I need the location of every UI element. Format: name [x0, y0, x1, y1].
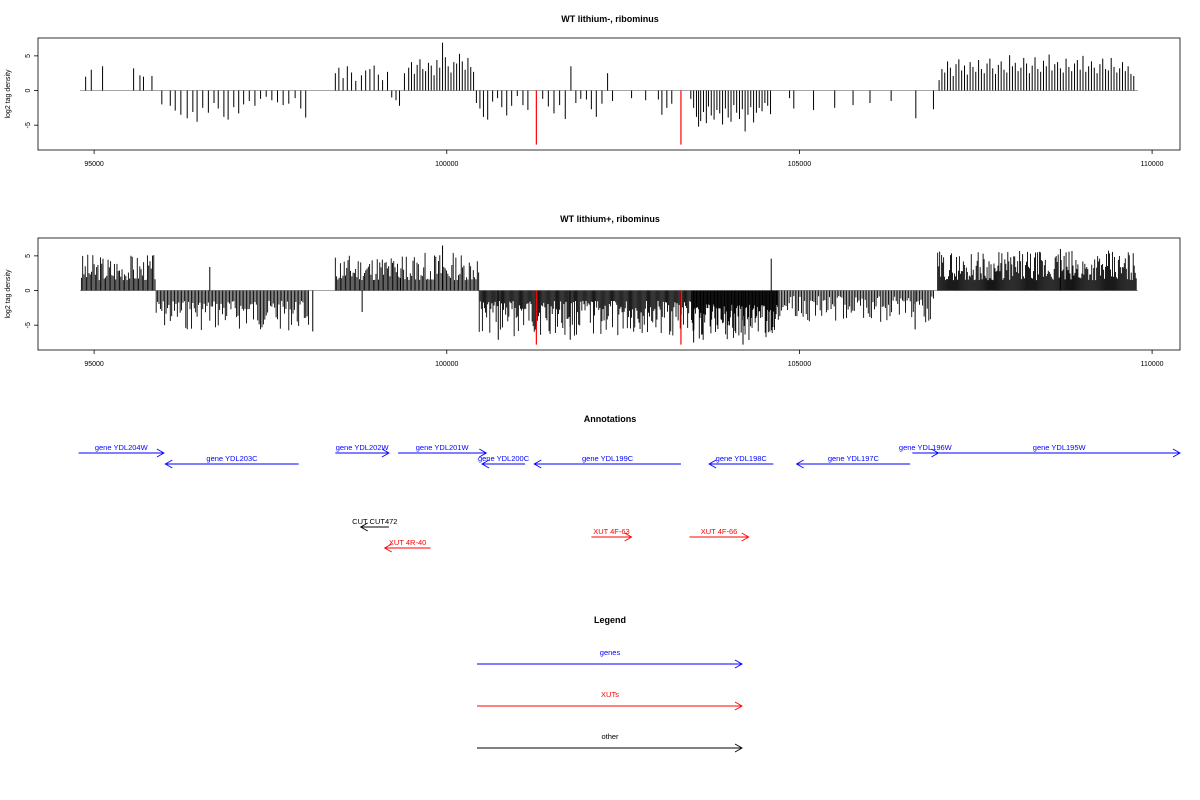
- annotation-feature: XUT 4F-66: [689, 527, 750, 542]
- annotation-feature: gene YDL196W: [899, 443, 953, 458]
- y-tick-label: 5: [25, 254, 32, 258]
- plot-frame: [37, 37, 1181, 151]
- feature-arrowhead: [164, 459, 173, 469]
- annotation-feature: gene YDL201W: [398, 443, 488, 458]
- x-tick-label: 105000: [788, 361, 811, 368]
- feature-arrowhead: [741, 532, 750, 542]
- y-axis-label: log2 tag density: [5, 269, 12, 319]
- legend-label: XUTs: [601, 690, 619, 699]
- x-tick-label: 110000: [1141, 361, 1164, 368]
- annotation-feature: gene YDL199C: [533, 454, 681, 469]
- bar-series: [80, 42, 1138, 145]
- plot-frame: [37, 237, 1181, 351]
- feature-arrowhead: [624, 532, 633, 542]
- feature-label: gene YDL198C: [716, 454, 768, 463]
- y-axis-label: log2 tag density: [5, 69, 12, 119]
- x-axis: 95000 100000 105000 110000: [84, 150, 1164, 168]
- feature-label: gene YDL196W: [899, 443, 953, 452]
- feature-label: XUT 4F-63: [593, 527, 630, 536]
- annotation-feature: gene YDL202W: [335, 443, 390, 458]
- x-tick-label: 110000: [1141, 161, 1164, 168]
- x-tick-label: 100000: [435, 161, 458, 168]
- x-tick-label: 105000: [788, 161, 811, 168]
- feature-arrowhead: [481, 459, 490, 469]
- annotation-feature: gene YDL203C: [164, 454, 299, 469]
- annotation-feature: gene YDL204W: [78, 443, 165, 458]
- annotation-feature: XUT 4R-40: [383, 538, 431, 553]
- y-tick-label: 0: [25, 288, 32, 292]
- feature-arrowhead: [1172, 448, 1181, 458]
- annotations-title: Annotations: [584, 414, 637, 424]
- chart-title: WT lithium+, ribominus: [560, 214, 660, 224]
- annotation-feature: gene YDL200C: [478, 454, 530, 469]
- feature-label: XUT 4F-66: [701, 527, 738, 536]
- feature-label: gene YDL204W: [95, 443, 149, 452]
- x-tick-label: 95000: [84, 361, 104, 368]
- y-axis: -5 0 5: [25, 54, 38, 128]
- feature-label: gene YDL200C: [478, 454, 530, 463]
- y-tick-label: -5: [25, 122, 32, 128]
- feature-arrowhead: [708, 459, 717, 469]
- feature-label: CUT CUT472: [352, 517, 397, 526]
- feature-arrowhead: [479, 448, 488, 458]
- legend-arrowhead: [734, 659, 743, 669]
- annotation-feature: gene YDL198C: [708, 454, 774, 469]
- feature-label: gene YDL195W: [1033, 443, 1087, 452]
- legend-item: XUTs: [477, 690, 743, 711]
- annotation-feature: gene YDL195W: [938, 443, 1181, 458]
- feature-label: gene YDL201W: [416, 443, 470, 452]
- y-axis: -5 0 5: [25, 254, 38, 328]
- legend-title: Legend: [594, 615, 626, 625]
- chart-panel-lithium-plus: WT lithium+, ribominus log2 tag density …: [5, 214, 1181, 368]
- x-axis: 95000 100000 105000 110000: [84, 350, 1164, 368]
- y-tick-label: 0: [25, 88, 32, 92]
- feature-arrowhead: [156, 448, 165, 458]
- legend-arrowhead: [734, 701, 743, 711]
- feature-label: gene YDL197C: [828, 454, 880, 463]
- feature-label: gene YDL203C: [206, 454, 258, 463]
- legend-items: genes XUTs other: [477, 648, 743, 753]
- y-tick-label: -5: [25, 322, 32, 328]
- legend: Legend genes XUTs other: [477, 615, 743, 753]
- feature-label: gene YDL199C: [582, 454, 634, 463]
- legend-item: genes: [477, 648, 743, 669]
- y-tick-label: 5: [25, 54, 32, 58]
- annotation-feature: XUT 4F-63: [591, 527, 633, 542]
- bar-series: [80, 245, 1138, 345]
- legend-item: other: [477, 732, 743, 753]
- legend-label: genes: [600, 648, 621, 657]
- annotation-features: gene YDL204W gene YDL203C gene YDL202W gene…: [78, 443, 1181, 553]
- legend-label: other: [601, 732, 619, 741]
- feature-arrowhead: [381, 448, 390, 458]
- feature-arrowhead: [795, 459, 804, 469]
- x-tick-label: 95000: [84, 161, 104, 168]
- feature-label: XUT 4R-40: [389, 538, 426, 547]
- chart-title: WT lithium-, ribominus: [561, 14, 659, 24]
- feature-label: gene YDL202W: [336, 443, 390, 452]
- annotation-feature: gene YDL197C: [795, 454, 911, 469]
- chart-panel-lithium-minus: WT lithium-, ribominus log2 tag density …: [5, 14, 1181, 168]
- legend-arrowhead: [734, 743, 743, 753]
- x-tick-label: 100000: [435, 361, 458, 368]
- feature-arrowhead: [533, 459, 542, 469]
- feature-arrowhead: [359, 522, 368, 532]
- annotation-feature: CUT CUT472: [352, 517, 397, 532]
- feature-arrowhead: [383, 543, 392, 553]
